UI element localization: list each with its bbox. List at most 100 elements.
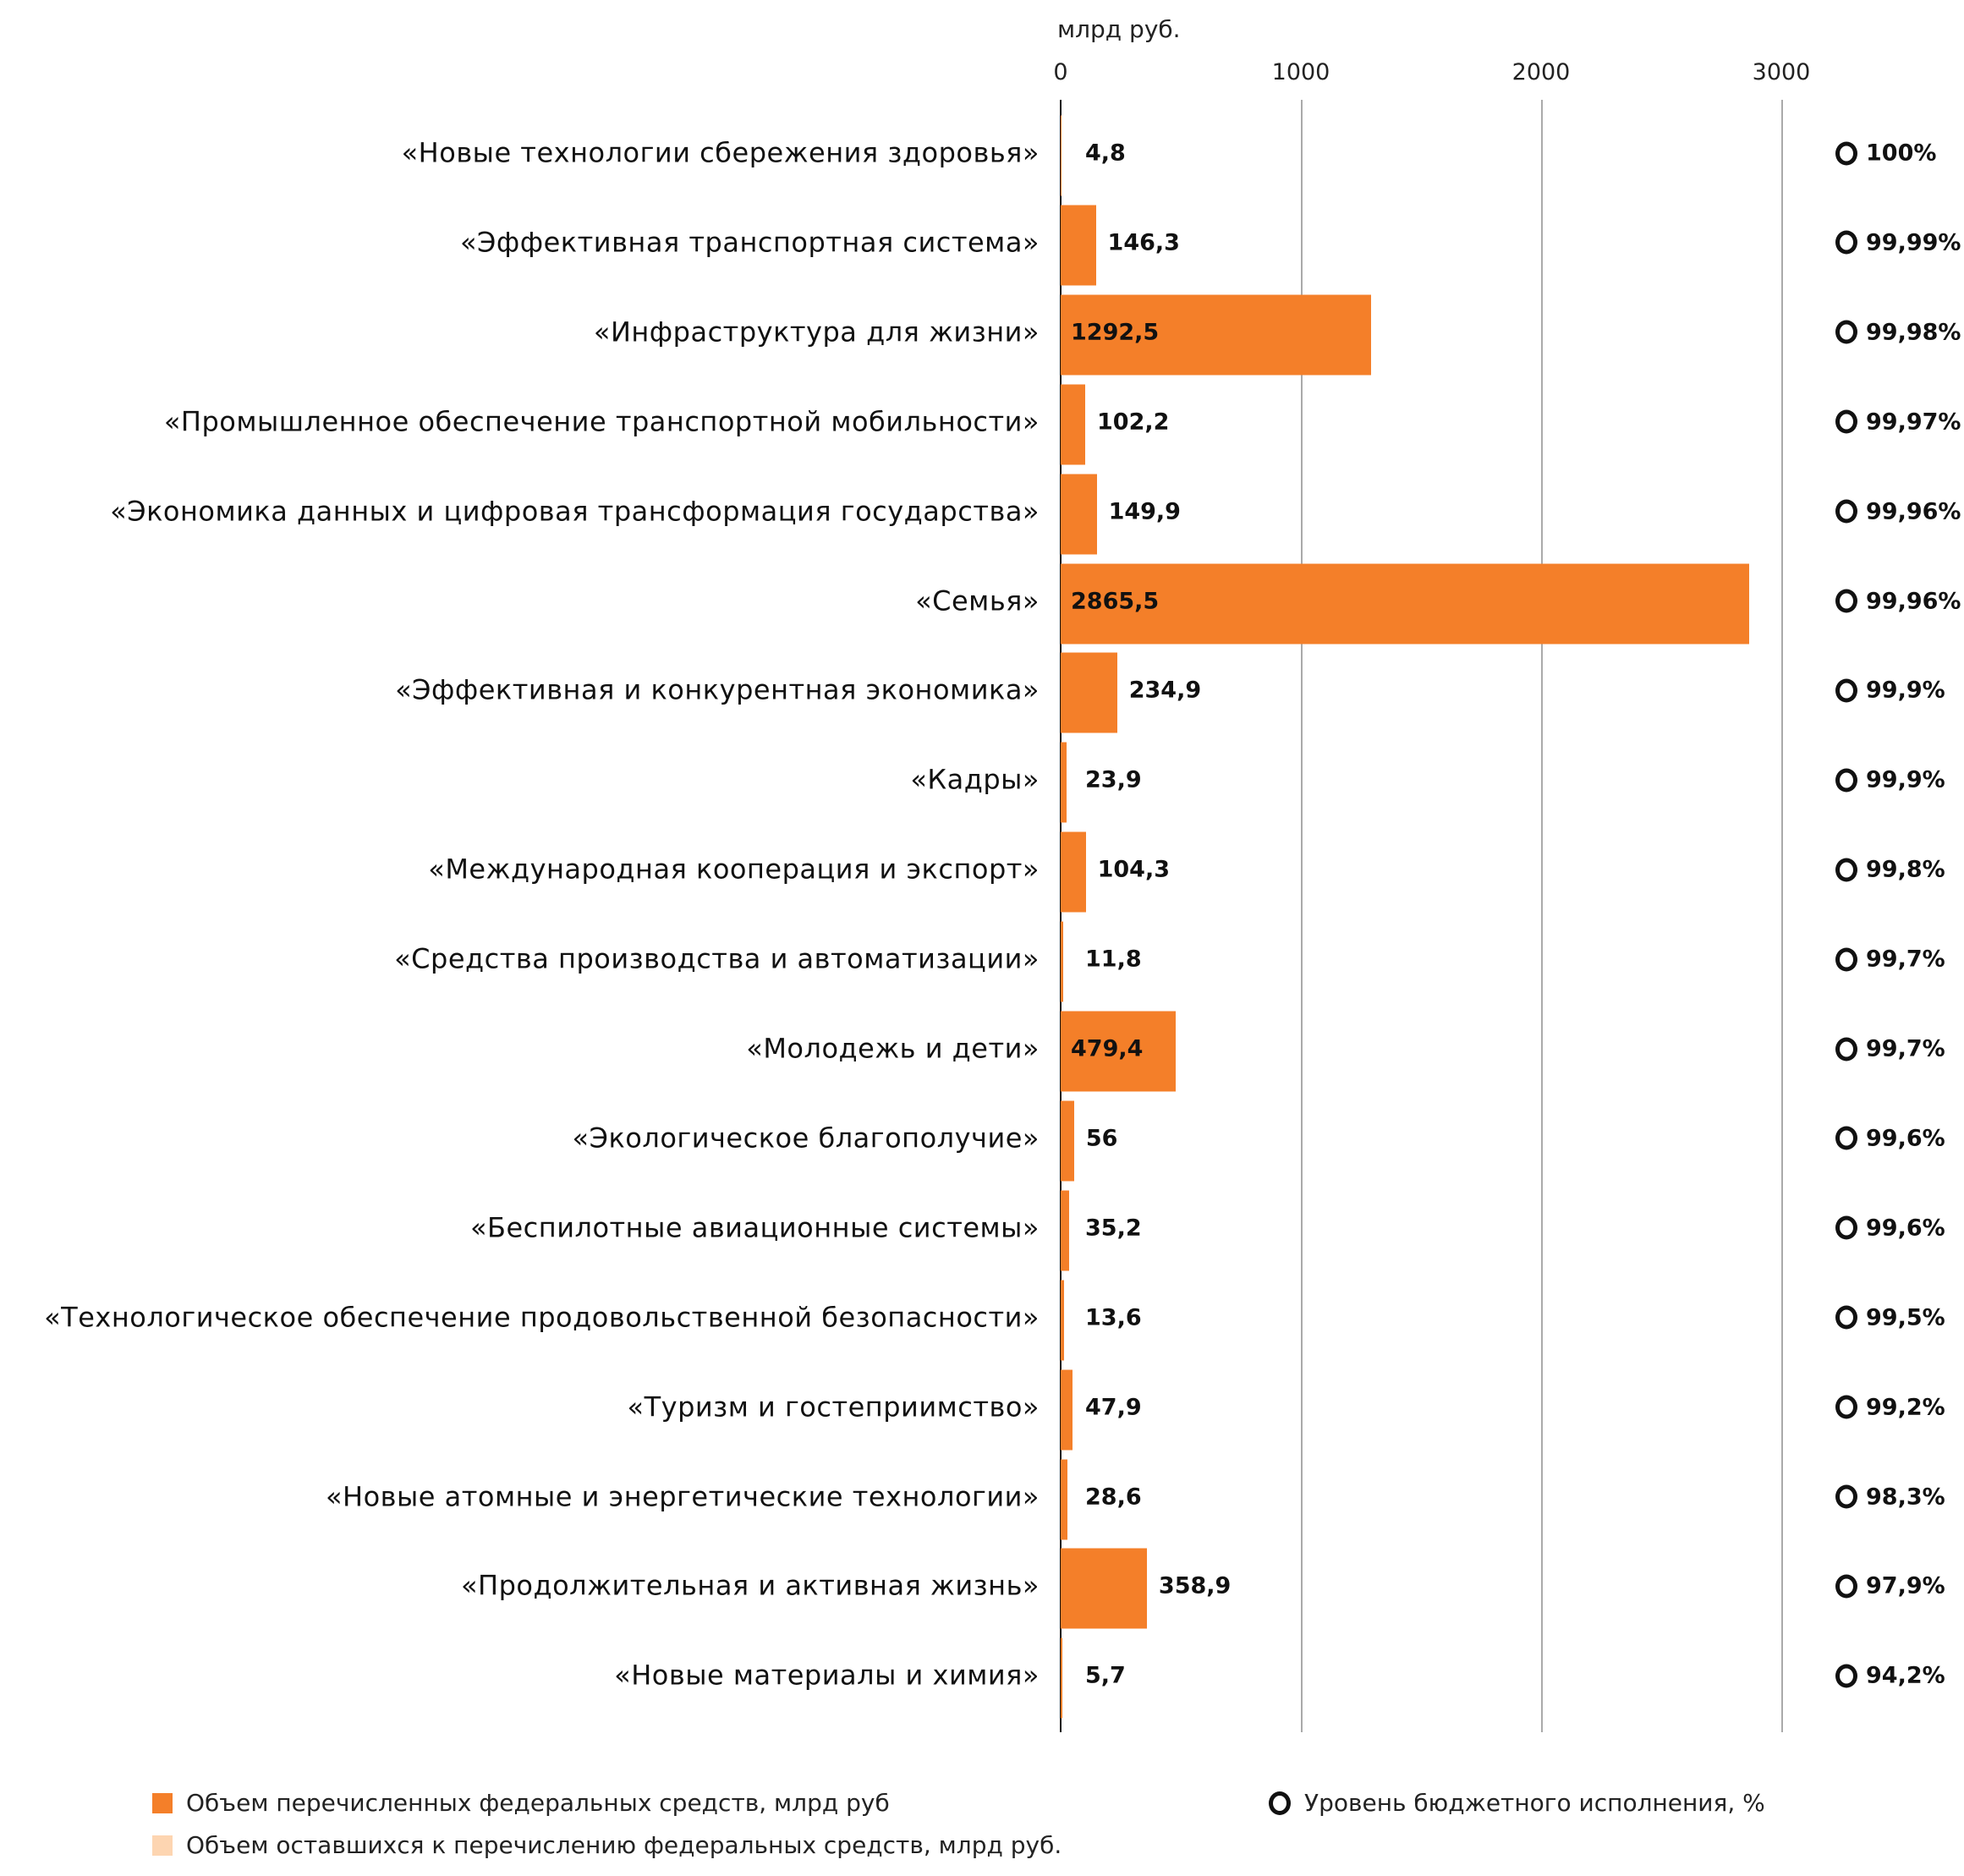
bar — [1061, 1190, 1069, 1271]
execution-label: 99,8% — [1866, 856, 1945, 883]
ring-marker-icon — [1835, 1664, 1857, 1688]
bar — [1061, 652, 1117, 733]
execution-label: 99,98% — [1866, 319, 1961, 346]
ring-marker-icon — [1835, 947, 1857, 972]
execution-marker: 99,8% — [1835, 857, 1945, 883]
category-label: «Эффективная и конкурентная экономика» — [395, 673, 1040, 706]
execution-label: 99,7% — [1866, 946, 1945, 973]
ring-marker-icon — [1835, 230, 1857, 255]
execution-label: 99,96% — [1866, 498, 1961, 525]
bar — [1061, 294, 1372, 376]
category-label: «Экологическое благополучие» — [572, 1122, 1040, 1155]
value-label: 23,9 — [1085, 766, 1142, 793]
legend-label: Объем оставшихся к перечислению федераль… — [186, 1831, 1062, 1859]
execution-marker: 99,7% — [1835, 946, 1945, 973]
ring-marker-icon — [1835, 499, 1857, 524]
legend-item-transferred: Объем перечисленных федеральных средств,… — [152, 1789, 890, 1817]
bar — [1061, 1280, 1064, 1361]
category-label: «Беспилотные авиационные системы» — [469, 1211, 1040, 1244]
value-label: 104,3 — [1097, 856, 1171, 883]
value-label: 56 — [1085, 1125, 1118, 1152]
bar — [1061, 1548, 1147, 1629]
category-label: «Новые технологии сбережения здоровья» — [401, 136, 1040, 169]
execution-label: 99,96% — [1866, 588, 1961, 614]
bar — [1061, 831, 1086, 913]
value-label: 1292,5 — [1071, 319, 1160, 346]
execution-marker: 99,6% — [1835, 1125, 1945, 1151]
category-label: «Семья» — [915, 584, 1040, 617]
gridline — [1781, 100, 1783, 1732]
category-label: «Кадры» — [910, 763, 1040, 796]
execution-label: 100% — [1866, 140, 1937, 167]
ring-marker-icon — [1835, 1215, 1857, 1240]
execution-marker: 97,9% — [1835, 1573, 1945, 1599]
ring-marker-icon — [1835, 1037, 1857, 1061]
bar — [1061, 1369, 1073, 1451]
execution-marker: 99,9% — [1835, 767, 1945, 793]
ring-marker-icon — [1835, 678, 1857, 703]
execution-marker: 99,6% — [1835, 1215, 1945, 1241]
axis-unit-label: млрд руб. — [1057, 15, 1181, 43]
legend-item-execution: Уровень бюджетного исполнения, % — [1269, 1789, 1765, 1817]
category-label: «Средства производства и автоматизации» — [394, 942, 1040, 975]
execution-label: 94,2% — [1866, 1662, 1945, 1689]
value-label: 2865,5 — [1071, 588, 1160, 614]
ring-marker-icon — [1835, 768, 1857, 793]
execution-label: 99,6% — [1866, 1215, 1945, 1242]
bar — [1061, 1011, 1177, 1092]
value-label: 28,6 — [1085, 1484, 1142, 1510]
bar — [1061, 563, 1749, 644]
bar — [1061, 205, 1096, 286]
bar — [1061, 1100, 1074, 1182]
bar — [1061, 1459, 1068, 1539]
execution-marker: 94,2% — [1835, 1663, 1945, 1689]
category-label: «Технологическое обеспечение продовольст… — [44, 1301, 1040, 1334]
category-label: «Промышленное обеспечение транспортной м… — [163, 405, 1040, 438]
execution-marker: 100% — [1835, 140, 1936, 167]
value-label: 358,9 — [1158, 1572, 1232, 1599]
value-label: 479,4 — [1071, 1035, 1144, 1062]
category-label: «Экономика данных и цифровая трансформац… — [110, 495, 1040, 528]
execution-label: 99,97% — [1866, 409, 1961, 436]
execution-label: 99,5% — [1866, 1304, 1945, 1331]
category-label: «Новые атомные и энергетические технолог… — [325, 1480, 1040, 1512]
bar — [1061, 921, 1064, 1002]
category-label: «Молодежь и дети» — [746, 1032, 1040, 1065]
execution-marker: 99,9% — [1835, 677, 1945, 704]
value-label: 47,9 — [1085, 1394, 1142, 1421]
value-label: 4,8 — [1085, 140, 1126, 167]
category-label: «Продолжительная и активная жизнь» — [460, 1569, 1040, 1602]
execution-marker: 99,7% — [1835, 1036, 1945, 1062]
ring-marker-icon — [1835, 1126, 1857, 1150]
value-label: 5,7 — [1085, 1662, 1126, 1689]
category-label: «Туризм и гостеприимство» — [627, 1391, 1040, 1423]
execution-marker: 99,97% — [1835, 409, 1961, 435]
legend-swatch-remaining — [152, 1835, 173, 1856]
category-label: «Инфраструктура для жизни» — [593, 315, 1040, 348]
x-tick-label: 2000 — [1511, 59, 1571, 85]
execution-marker: 98,3% — [1835, 1484, 1945, 1510]
execution-label: 99,2% — [1866, 1394, 1945, 1421]
legend-swatch-transferred — [152, 1792, 173, 1813]
execution-label: 99,9% — [1866, 677, 1945, 704]
bar — [1061, 474, 1097, 555]
execution-label: 99,7% — [1866, 1035, 1945, 1062]
ring-marker-icon — [1835, 141, 1857, 165]
legend-label: Уровень бюджетного исполнения, % — [1304, 1789, 1765, 1817]
gridline — [1301, 100, 1303, 1732]
value-label: 35,2 — [1085, 1215, 1142, 1242]
category-label: «Международная кооперация и экспорт» — [428, 853, 1040, 886]
execution-marker: 99,96% — [1835, 498, 1961, 524]
legend-label: Объем перечисленных федеральных средств,… — [186, 1789, 890, 1817]
value-label: 11,8 — [1085, 946, 1142, 973]
bar — [1061, 384, 1086, 465]
ring-marker-icon — [1835, 1305, 1857, 1330]
ring-marker-icon — [1835, 589, 1857, 613]
execution-marker: 99,2% — [1835, 1394, 1945, 1420]
zero-axis-line — [1060, 100, 1062, 1732]
execution-marker: 99,5% — [1835, 1304, 1945, 1330]
x-tick-label: 0 — [1053, 59, 1068, 85]
ring-marker-icon — [1835, 409, 1857, 434]
execution-marker: 99,98% — [1835, 319, 1961, 345]
value-label: 13,6 — [1085, 1304, 1142, 1331]
